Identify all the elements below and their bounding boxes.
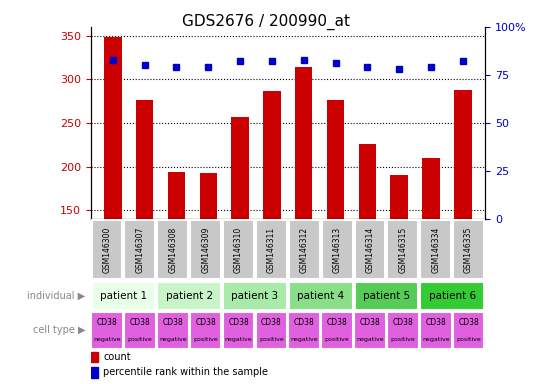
- Bar: [421, 220, 451, 279]
- Text: GSM146311: GSM146311: [267, 227, 276, 273]
- Text: GSM146315: GSM146315: [398, 227, 407, 273]
- Text: GSM146300: GSM146300: [102, 227, 111, 273]
- Text: GSM146308: GSM146308: [168, 227, 177, 273]
- Bar: [263, 91, 281, 341]
- Text: GDS2676 / 200990_at: GDS2676 / 200990_at: [182, 13, 351, 30]
- Bar: [289, 220, 320, 279]
- Bar: [354, 282, 418, 310]
- Bar: [422, 158, 440, 341]
- Bar: [91, 352, 98, 362]
- Text: negative: negative: [225, 337, 252, 343]
- Bar: [199, 173, 217, 341]
- Bar: [190, 312, 221, 349]
- Bar: [124, 312, 156, 349]
- Text: patient 4: patient 4: [297, 291, 344, 301]
- Text: count: count: [103, 352, 131, 362]
- Text: negative: negative: [93, 337, 121, 343]
- Bar: [136, 100, 154, 341]
- Bar: [387, 312, 418, 349]
- Text: CD38: CD38: [228, 318, 249, 327]
- Bar: [354, 312, 386, 349]
- Text: negative: negative: [356, 337, 384, 343]
- Bar: [223, 282, 287, 310]
- Text: CD38: CD38: [360, 318, 381, 327]
- Text: negative: negative: [290, 337, 318, 343]
- Bar: [390, 175, 408, 341]
- Text: CD38: CD38: [327, 318, 348, 327]
- Bar: [125, 220, 155, 279]
- Bar: [288, 312, 320, 349]
- Text: CD38: CD38: [458, 318, 479, 327]
- Text: CD38: CD38: [294, 318, 314, 327]
- Bar: [223, 220, 254, 279]
- Text: GSM146307: GSM146307: [135, 227, 144, 273]
- Bar: [231, 117, 249, 341]
- Text: CD38: CD38: [425, 318, 446, 327]
- Bar: [453, 220, 484, 279]
- Text: GSM146310: GSM146310: [234, 227, 243, 273]
- Bar: [454, 90, 472, 341]
- Bar: [256, 312, 287, 349]
- Bar: [104, 37, 122, 341]
- Bar: [157, 312, 189, 349]
- Bar: [359, 144, 376, 341]
- Bar: [327, 100, 344, 341]
- Bar: [453, 312, 484, 349]
- Bar: [387, 220, 418, 279]
- Text: positive: positive: [259, 337, 284, 343]
- Text: positive: positive: [325, 337, 350, 343]
- Text: GSM146314: GSM146314: [366, 227, 375, 273]
- Text: percentile rank within the sample: percentile rank within the sample: [103, 367, 268, 377]
- Bar: [190, 220, 221, 279]
- Bar: [92, 220, 123, 279]
- Text: patient 3: patient 3: [231, 291, 279, 301]
- Text: GSM146313: GSM146313: [333, 227, 342, 273]
- Text: CD38: CD38: [195, 318, 216, 327]
- Text: patient 2: patient 2: [166, 291, 213, 301]
- Bar: [420, 312, 451, 349]
- Text: positive: positive: [456, 337, 481, 343]
- Text: CD38: CD38: [261, 318, 282, 327]
- Bar: [91, 367, 98, 378]
- Bar: [223, 312, 254, 349]
- Text: GSM146309: GSM146309: [201, 227, 210, 273]
- Text: positive: positive: [391, 337, 415, 343]
- Text: patient 6: patient 6: [429, 291, 476, 301]
- Text: GSM146334: GSM146334: [431, 227, 440, 273]
- Text: CD38: CD38: [392, 318, 413, 327]
- Bar: [354, 220, 385, 279]
- Text: positive: positive: [193, 337, 218, 343]
- Bar: [157, 282, 221, 310]
- Text: CD38: CD38: [130, 318, 150, 327]
- Text: patient 1: patient 1: [100, 291, 147, 301]
- Bar: [168, 172, 185, 341]
- Text: cell type ▶: cell type ▶: [33, 325, 85, 335]
- Text: patient 5: patient 5: [363, 291, 410, 301]
- Bar: [295, 67, 312, 341]
- Bar: [157, 220, 188, 279]
- Bar: [91, 312, 123, 349]
- Text: negative: negative: [422, 337, 449, 343]
- Text: GSM146335: GSM146335: [464, 227, 473, 273]
- Text: GSM146312: GSM146312: [300, 227, 309, 273]
- Bar: [421, 282, 484, 310]
- Bar: [322, 220, 352, 279]
- Text: negative: negative: [159, 337, 187, 343]
- Bar: [321, 312, 353, 349]
- Bar: [92, 282, 155, 310]
- Text: CD38: CD38: [163, 318, 183, 327]
- Text: individual ▶: individual ▶: [27, 291, 85, 301]
- Bar: [256, 220, 287, 279]
- Text: CD38: CD38: [96, 318, 117, 327]
- Text: positive: positive: [127, 337, 152, 343]
- Bar: [289, 282, 352, 310]
